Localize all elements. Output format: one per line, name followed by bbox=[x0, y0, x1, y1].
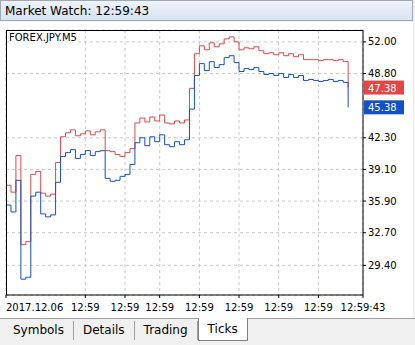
svg-text:45.38: 45.38 bbox=[368, 102, 397, 113]
html-text:Symbols: Symbols bbox=[13, 323, 64, 337]
html-text:Details: Details bbox=[83, 323, 125, 337]
html-text:Market Watch: 12:59:43: Market Watch: 12:59:43 bbox=[5, 4, 150, 18]
svg-text:47.38: 47.38 bbox=[368, 83, 397, 94]
svg-text:32.70: 32.70 bbox=[368, 227, 397, 238]
svg-text:2017.12.06: 2017.12.06 bbox=[8, 302, 63, 313]
svg-text:12:59: 12:59 bbox=[264, 302, 293, 313]
svg-text:29.40: 29.40 bbox=[368, 260, 397, 271]
svg-text:52.00: 52.00 bbox=[368, 36, 397, 47]
svg-text:42.30: 42.30 bbox=[368, 132, 397, 143]
svg-text:12:59:43: 12:59:43 bbox=[341, 302, 386, 313]
svg-text:39.10: 39.10 bbox=[368, 164, 397, 175]
svg-text:12:59: 12:59 bbox=[225, 302, 254, 313]
svg-text:35.90: 35.90 bbox=[368, 196, 397, 207]
svg-text:48.80: 48.80 bbox=[368, 68, 397, 79]
html-text:Trading: Trading bbox=[143, 323, 188, 337]
svg-text:12:59: 12:59 bbox=[145, 302, 174, 313]
svg-text:12:59: 12:59 bbox=[111, 302, 140, 313]
svg-text:12:59: 12:59 bbox=[304, 302, 333, 313]
html-text:FOREX.JPY.M5: FOREX.JPY.M5 bbox=[9, 32, 77, 43]
html-text:Ticks: Ticks bbox=[207, 322, 238, 336]
svg-text:12:59: 12:59 bbox=[71, 302, 100, 313]
svg-text:12:59: 12:59 bbox=[185, 302, 214, 313]
